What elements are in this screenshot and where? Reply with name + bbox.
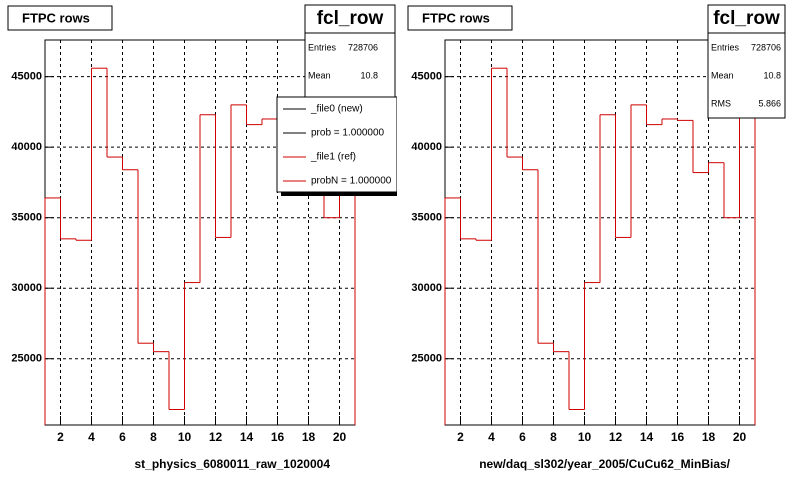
x-tick-label: 18 (302, 430, 316, 444)
y-tick-label: 40000 (11, 141, 42, 153)
stats-value: 728706 (348, 42, 378, 52)
x-tick-label: 2 (57, 430, 64, 444)
legend-label: _file1 (ref) (310, 152, 356, 163)
y-tick-label: 45000 (11, 71, 42, 83)
x-tick-label: 4 (488, 430, 495, 444)
x-tick-label: 16 (671, 430, 685, 444)
y-tick-label: 25000 (411, 353, 442, 365)
x-tick-label: 4 (88, 430, 95, 444)
stats-title: fcl_row (713, 8, 780, 29)
x-tick-label: 20 (333, 430, 347, 444)
x-tick-label: 8 (550, 430, 557, 444)
stats-title: fcl_row (317, 8, 384, 29)
y-tick-label: 25000 (11, 353, 42, 365)
x-tick-label: 14 (640, 430, 654, 444)
stats-value: 728706 (751, 42, 781, 52)
y-tick-label: 30000 (11, 282, 42, 294)
stats-value: 5.866 (758, 98, 781, 108)
x-tick-label: 10 (178, 430, 192, 444)
stats-value: 10.8 (360, 70, 378, 80)
legend-box (276, 96, 397, 193)
x-axis-label: new/daq_sl302/year_2005/CuCu62_MinBias/ (479, 457, 730, 471)
y-tick-label: 40000 (411, 141, 442, 153)
stats-label: Entries (711, 42, 740, 52)
x-tick-label: 12 (609, 430, 623, 444)
title-box (407, 5, 513, 31)
stats-box (707, 4, 786, 119)
y-tick-label: 45000 (411, 71, 442, 83)
stats-label: Mean (711, 70, 734, 80)
x-tick-label: 2 (457, 430, 464, 444)
legend-label: probN = 1.000000 (311, 176, 392, 187)
stats-label: Mean (308, 70, 331, 80)
x-axis-label: st_physics_6080011_raw_1020004 (134, 457, 330, 471)
x-tick-label: 6 (519, 430, 526, 444)
panel: 25000 30000 35000 40000 45000 2 4 6 8 10 12 14 16 18 2… (407, 4, 786, 471)
y-tick-label: 35000 (411, 212, 442, 224)
x-tick-label: 16 (271, 430, 285, 444)
y-tick-label: 35000 (11, 212, 42, 224)
stats-value: 10.8 (763, 70, 781, 80)
x-tick-label: 10 (578, 430, 592, 444)
x-tick-label: 18 (702, 430, 716, 444)
x-tick-label: 20 (733, 430, 747, 444)
legend-label: _file0 (new) (310, 104, 363, 115)
title-box (7, 5, 113, 31)
chart-title: FTPC rows (422, 10, 490, 25)
panel: 25000 30000 35000 40000 45000 2 4 6 8 10 12 14 16 18 2… (7, 4, 397, 471)
y-tick-label: 30000 (411, 282, 442, 294)
x-tick-label: 12 (209, 430, 223, 444)
stats-label: Entries (308, 42, 337, 52)
x-tick-label: 6 (119, 430, 126, 444)
chart-title: FTPC rows (22, 10, 90, 25)
x-tick-label: 8 (150, 430, 157, 444)
legend-label: prob = 1.000000 (311, 128, 385, 139)
stats-label: RMS (711, 98, 731, 108)
x-tick-label: 14 (240, 430, 254, 444)
